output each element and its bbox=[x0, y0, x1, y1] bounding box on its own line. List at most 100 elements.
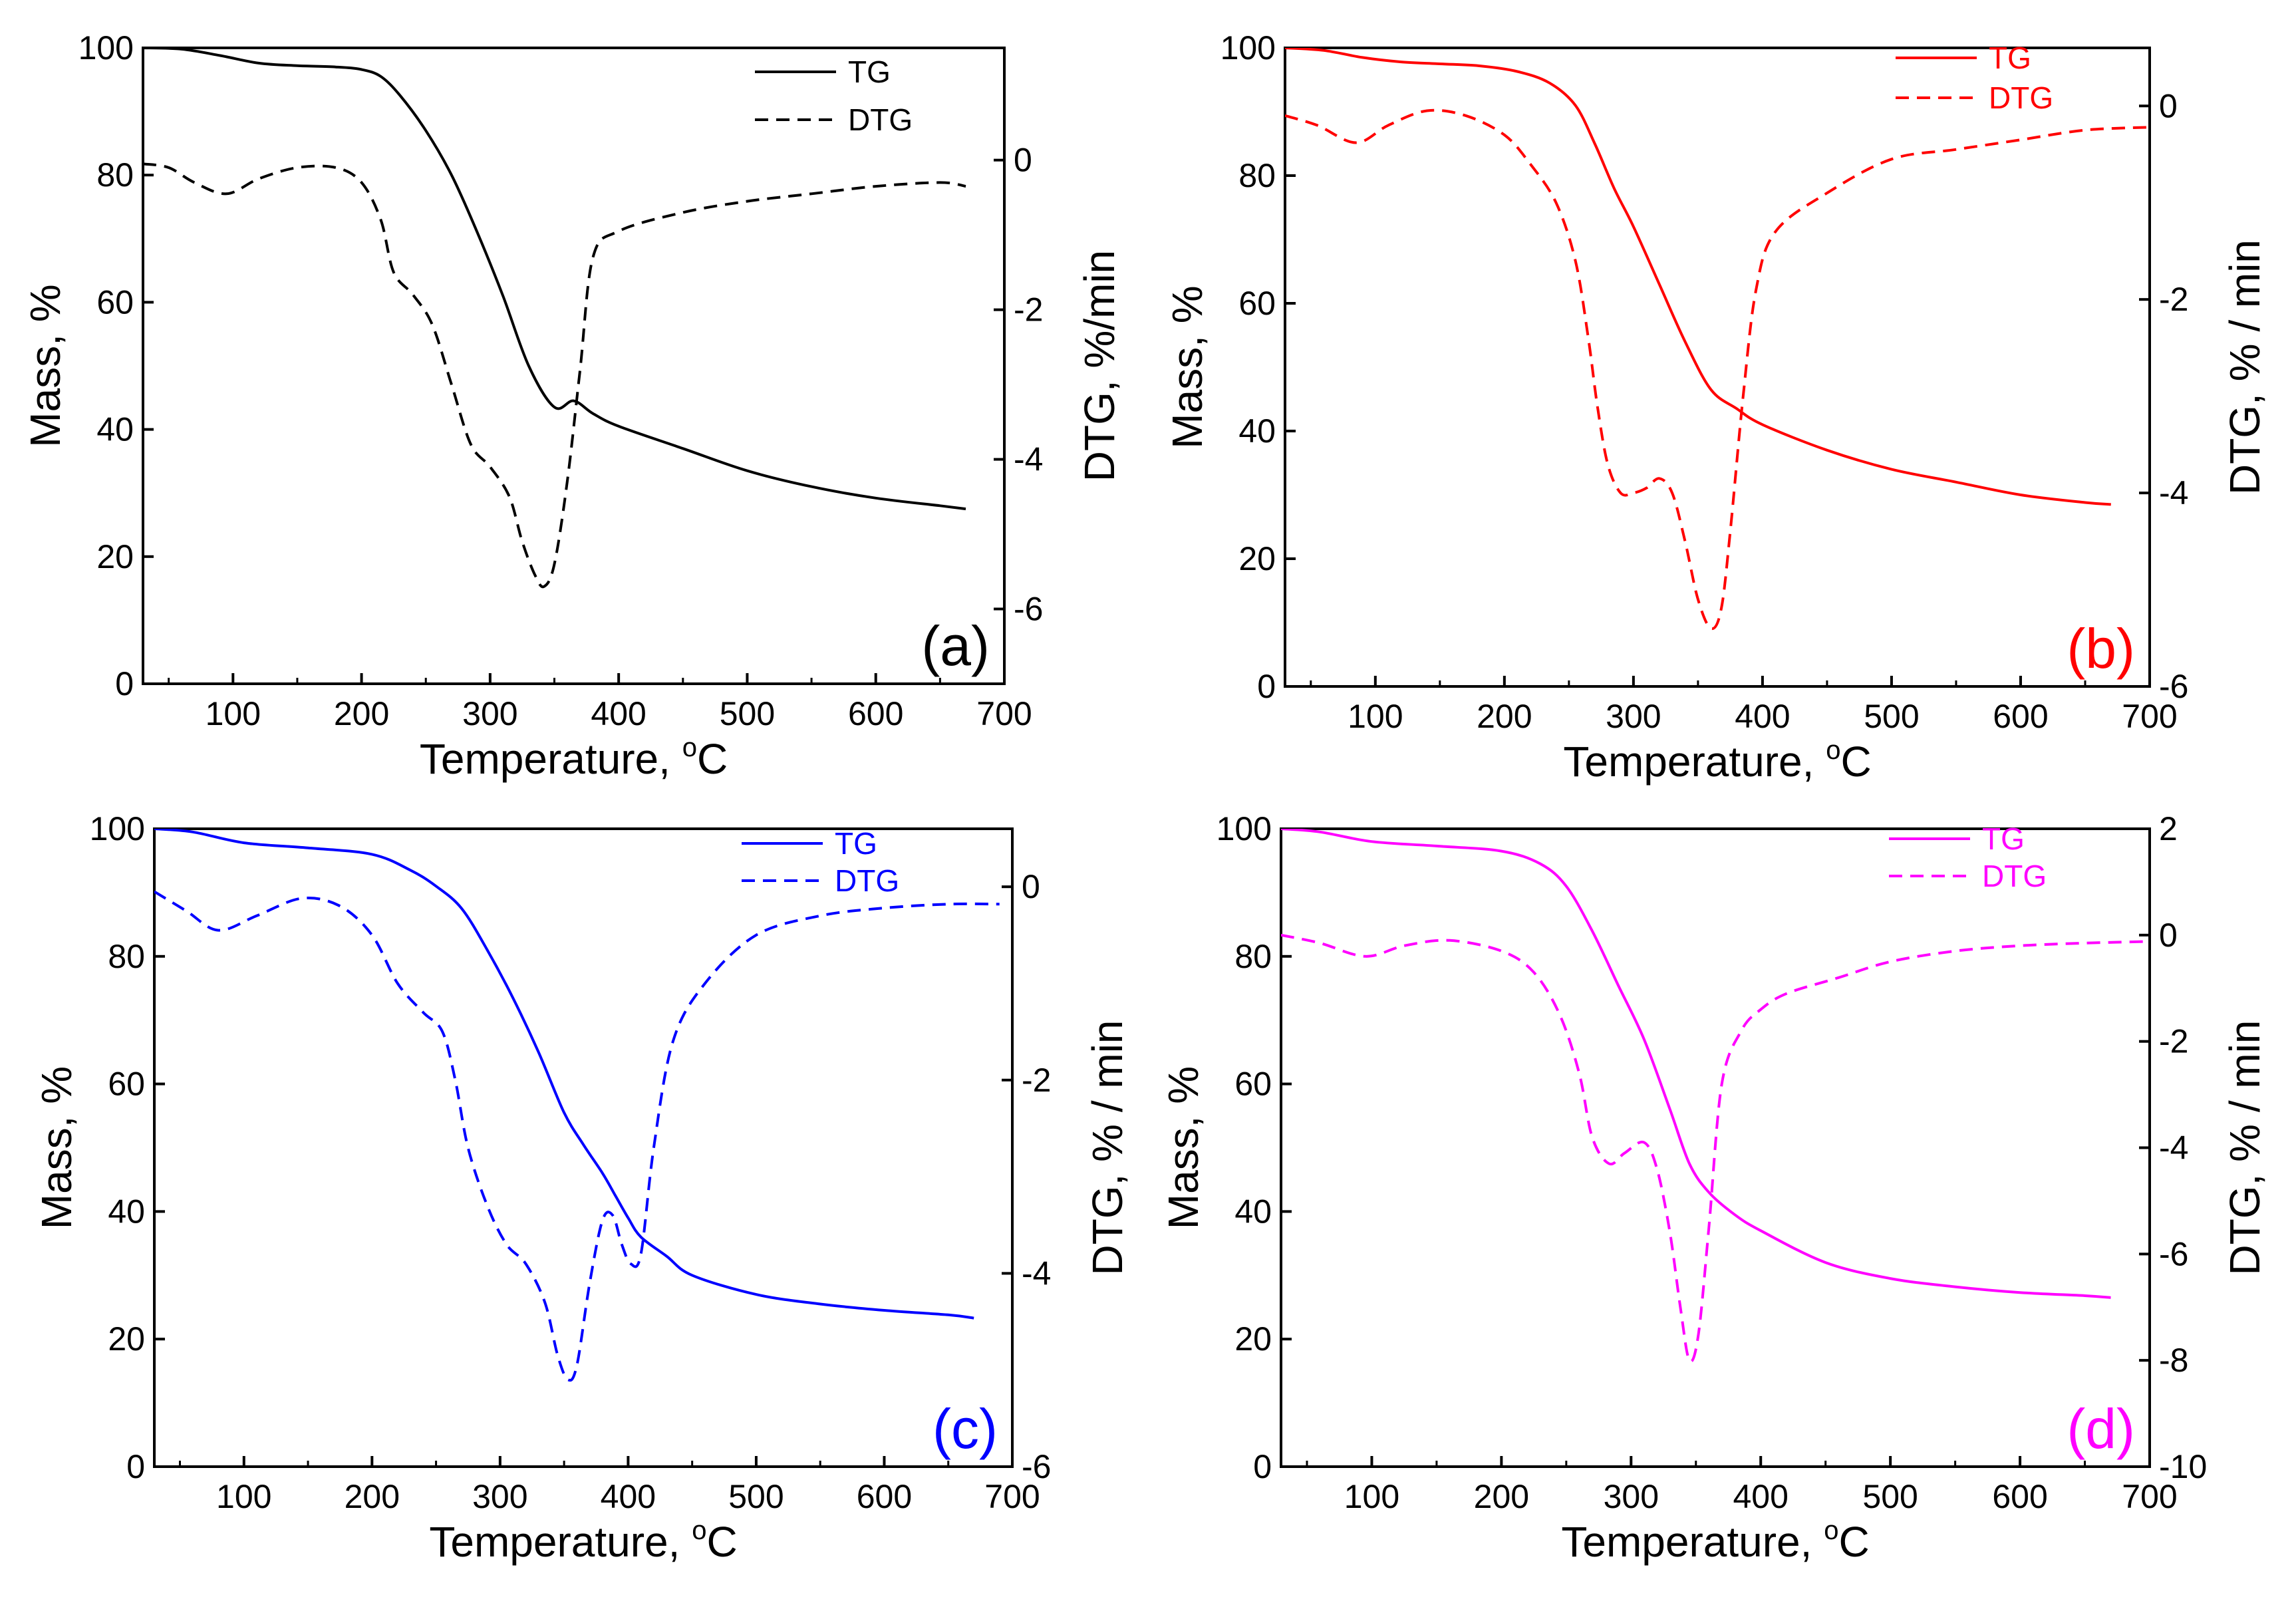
y2-tick-label: -6 bbox=[1022, 1448, 1051, 1485]
y-tick-label: 40 bbox=[1234, 1193, 1272, 1230]
y2-tick-label: -6 bbox=[1014, 591, 1043, 628]
series-line-tg bbox=[143, 48, 966, 511]
y-tick-label: 100 bbox=[78, 29, 134, 67]
x-tick-label: 600 bbox=[857, 1478, 912, 1515]
x-tick-label: 500 bbox=[1864, 698, 1919, 735]
panel-label: (c) bbox=[933, 1397, 998, 1460]
x-tick-label: 700 bbox=[984, 1478, 1040, 1515]
y2-axis-title: DTG, % / min bbox=[2221, 239, 2269, 495]
y2-axis-title: DTG, %/min bbox=[1076, 250, 1123, 482]
x-axis-title: Temperature, oC bbox=[1563, 736, 1871, 786]
x-tick-label: 100 bbox=[1348, 698, 1403, 735]
series-line-dtg bbox=[154, 890, 1000, 1382]
panel-d: 100 200 300 400 500 600 700020406080100-10-8-6… bbox=[1159, 810, 2269, 1566]
y2-tick-label: -2 bbox=[1014, 291, 1043, 329]
series-line-dtg bbox=[1281, 933, 2150, 1363]
x-axis-title: Temperature, oC bbox=[420, 733, 728, 783]
x-tick-label: 200 bbox=[345, 1478, 400, 1515]
series-line-tg bbox=[154, 829, 974, 1320]
panel-c: 100 200 300 400 500 600 700 0 20 40 60 80 100 -6 -4 -2 0… bbox=[33, 810, 1131, 1566]
legend-label: DTG bbox=[848, 102, 913, 137]
y2-tick-label: 2 bbox=[2159, 810, 2178, 847]
x-tick-label: 300 bbox=[462, 695, 517, 732]
legend-label: DTG bbox=[1982, 859, 2047, 893]
panel-label: (a) bbox=[921, 615, 990, 677]
y2-tick-label: -8 bbox=[2159, 1342, 2188, 1379]
y-tick-label: 0 bbox=[126, 1448, 145, 1485]
legend-label: TG bbox=[848, 55, 891, 89]
y2-tick-label: -6 bbox=[2159, 668, 2188, 705]
x-tick-label: 100 bbox=[216, 1478, 271, 1515]
x-tick-label: 200 bbox=[1474, 1478, 1529, 1515]
x-tick-label: 100 bbox=[206, 695, 261, 732]
y-tick-label: 60 bbox=[1238, 285, 1276, 322]
x-tick-label: 700 bbox=[2122, 698, 2177, 735]
plot-frame bbox=[153, 827, 1014, 1468]
y-tick-label: 60 bbox=[96, 283, 134, 321]
panel-a: 100 200 300 400 500 600 700 0 20 40 60 80 100 -6 -4 -2 0… bbox=[21, 29, 1123, 783]
y-tick-label: 80 bbox=[96, 156, 134, 194]
y2-tick-label: 0 bbox=[1022, 868, 1040, 905]
x-tick-label: 300 bbox=[1606, 698, 1661, 735]
y-tick-label: 0 bbox=[1253, 1448, 1272, 1485]
y-tick-label: 100 bbox=[1220, 29, 1276, 67]
y2-tick-label: -6 bbox=[2159, 1235, 2188, 1272]
x-tick-label: 400 bbox=[1733, 1478, 1789, 1515]
y2-tick-label: -2 bbox=[2159, 281, 2188, 318]
y-tick-label: 20 bbox=[96, 538, 134, 575]
x-tick-label: 400 bbox=[1735, 698, 1790, 735]
series-line-tg bbox=[1281, 829, 2111, 1299]
legend-label: TG bbox=[835, 826, 877, 861]
legend-label: TG bbox=[1989, 41, 2031, 75]
y-axis-title: Mass, % bbox=[21, 284, 69, 447]
x-tick-label: 400 bbox=[591, 695, 646, 732]
x-tick-label: 200 bbox=[334, 695, 389, 732]
plot-frame bbox=[142, 47, 1006, 685]
legend: TG DTG bbox=[1896, 41, 2053, 115]
y-tick-label: 20 bbox=[1234, 1320, 1272, 1358]
x-tick-label: 700 bbox=[976, 695, 1032, 732]
y-tick-label: 40 bbox=[108, 1193, 145, 1230]
y-tick-label: 80 bbox=[108, 938, 145, 975]
y2-axis-title: DTG, % / min bbox=[2221, 1020, 2269, 1275]
x-axis-title: Temperature, oC bbox=[1561, 1516, 1869, 1566]
x-axis-title: Temperature, oC bbox=[429, 1516, 737, 1566]
y-tick-label: 60 bbox=[1234, 1066, 1272, 1103]
y2-axis-title: DTG, % / min bbox=[1083, 1020, 1131, 1275]
y-axis-title: Mass, % bbox=[33, 1066, 80, 1229]
y-axis-title: Mass, % bbox=[1159, 1066, 1207, 1229]
x-tick-label: 500 bbox=[720, 695, 775, 732]
x-tick-label: 200 bbox=[1477, 698, 1532, 735]
x-tick-label: 600 bbox=[848, 695, 903, 732]
x-tick-label: 400 bbox=[601, 1478, 656, 1515]
panel-label: (b) bbox=[2067, 617, 2135, 680]
legend-label: DTG bbox=[835, 863, 899, 898]
panel-label: (d) bbox=[2067, 1397, 2135, 1460]
x-tick-label: 500 bbox=[728, 1478, 784, 1515]
y2-tick-label: 0 bbox=[2159, 917, 2178, 954]
y-tick-label: 80 bbox=[1238, 157, 1276, 194]
x-tick-label: 300 bbox=[472, 1478, 527, 1515]
y2-tick-label: -2 bbox=[1022, 1062, 1051, 1099]
y2-tick-label: -4 bbox=[1022, 1254, 1051, 1292]
x-tick-label: 600 bbox=[1993, 698, 2048, 735]
y-tick-label: 40 bbox=[1238, 412, 1276, 450]
legend-label: TG bbox=[1982, 821, 2025, 856]
x-tick-label: 300 bbox=[1604, 1478, 1659, 1515]
series-line-tg bbox=[1285, 48, 2111, 506]
series-line-dtg bbox=[143, 162, 966, 589]
y2-tick-label: -2 bbox=[2159, 1023, 2188, 1060]
panel-b: 100 200 300 400 500 600 700 0 20 40 60 80 100 -6 -4 -2 0… bbox=[1163, 29, 2269, 786]
x-tick-label: 500 bbox=[1862, 1478, 1918, 1515]
legend-label: DTG bbox=[1989, 80, 2053, 115]
x-tick-label: 600 bbox=[1992, 1478, 2047, 1515]
y2-tick-label: -4 bbox=[1014, 441, 1043, 478]
x-tick-label: 700 bbox=[2122, 1478, 2177, 1515]
y-tick-label: 80 bbox=[1234, 938, 1272, 975]
y-tick-label: 20 bbox=[108, 1320, 145, 1358]
y-tick-label: 100 bbox=[90, 810, 145, 847]
y2-tick-label: -10 bbox=[2159, 1448, 2207, 1485]
